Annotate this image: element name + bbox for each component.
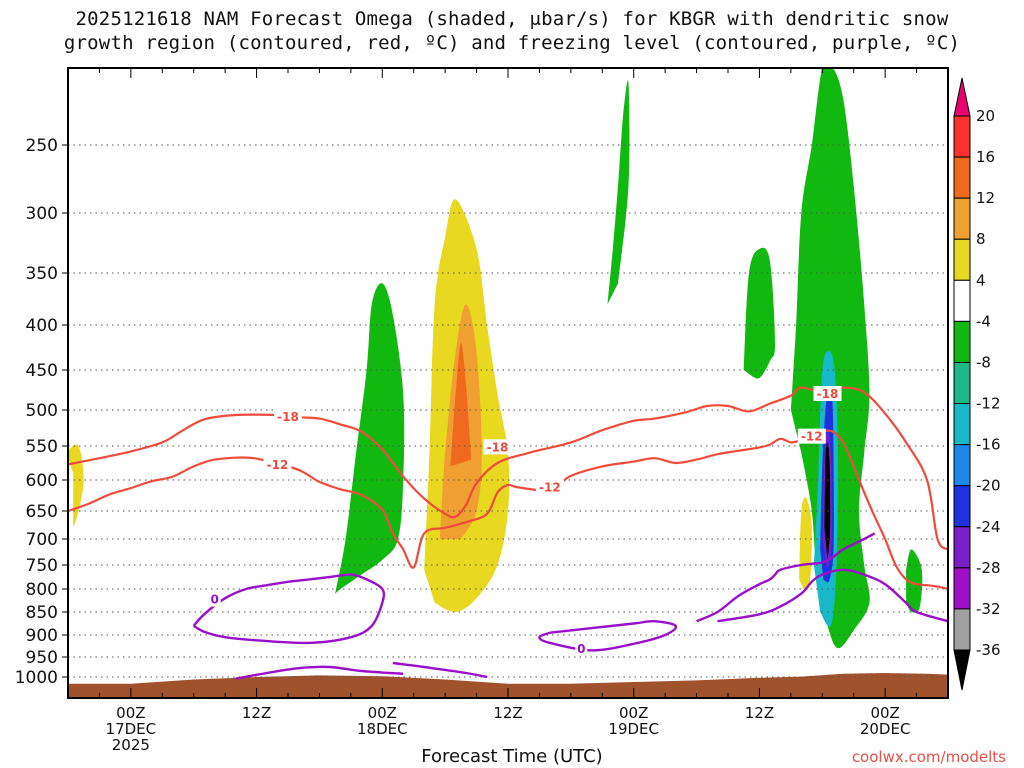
omega-shade-green-20dec bbox=[743, 247, 776, 379]
contour-label-dgz_minus12-1: -12 bbox=[539, 480, 561, 494]
x-tick-label-48-1: 19DEC bbox=[608, 720, 659, 738]
y-tick-label-350: 350 bbox=[26, 264, 58, 284]
omega-shade-yellow-pre bbox=[68, 444, 84, 528]
x-tick-label-72-0: 00Z bbox=[870, 704, 899, 722]
contour-label-bg-dgz_minus12-1 bbox=[535, 479, 564, 495]
colorbar-top-arrow bbox=[953, 77, 971, 117]
y-tick-label-400: 400 bbox=[26, 316, 58, 336]
colorbar-band-4 bbox=[953, 279, 971, 322]
x-tick-label-48-0: 00Z bbox=[619, 704, 648, 722]
colorbar-bottom-arrow bbox=[953, 649, 971, 691]
colorbar-band-2 bbox=[953, 197, 971, 240]
y-axis: 250 300 350 400 450 500 550 600 650 700 750 800 850 9… bbox=[15, 136, 68, 688]
contour-label-frz_0_a-0: 0 bbox=[210, 593, 218, 607]
x-tick-label-72-1: 20DEC bbox=[860, 720, 911, 738]
contour-frz_0_d bbox=[696, 532, 876, 623]
colorbar-label-7: -12 bbox=[976, 395, 1001, 413]
x-tick-label-0-1: 17DEC bbox=[106, 720, 157, 738]
colorbar-label-6: -8 bbox=[976, 353, 991, 371]
colorbar-band-11 bbox=[953, 567, 971, 610]
contour-label-bg-dgz_minus12-2 bbox=[797, 428, 826, 444]
colorbar-band-9 bbox=[953, 485, 971, 528]
x-tick-label-12-0: 12Z bbox=[242, 704, 271, 722]
contour-label-dgz_minus12-2: -12 bbox=[801, 430, 823, 444]
chart-title-line1: 2025121618 NAM Forecast Omega (shaded, μ… bbox=[75, 8, 949, 30]
colorbar-label-12: -32 bbox=[976, 600, 1001, 618]
colorbar-band-3 bbox=[953, 238, 971, 281]
x-tick-label-60-0: 12Z bbox=[745, 704, 774, 722]
colorbar: 20 16 12 8 4 -4 -8 -12 -16 -20 -24 -28 -32 -36 bbox=[953, 77, 1001, 691]
contour-label-bg-dgz_minus18-0 bbox=[274, 409, 302, 425]
y-tick-label-1000: 1000 bbox=[15, 668, 58, 688]
contour-label-bg-frz_0_a-0 bbox=[208, 591, 221, 607]
colorbar-label-3: 8 bbox=[976, 230, 986, 248]
contour-frz_0_a bbox=[192, 573, 386, 645]
x-tick-label-0-0: 00Z bbox=[116, 704, 145, 722]
y-tick-label-300: 300 bbox=[26, 204, 58, 224]
contour-frz_0_b bbox=[538, 619, 678, 652]
contour-frz_0_c bbox=[717, 568, 948, 623]
y-tick-label-450: 450 bbox=[26, 361, 58, 381]
colorbar-band-0 bbox=[953, 115, 971, 158]
y-tick-label-800: 800 bbox=[26, 580, 58, 600]
contour-lines: -18 -18 -18 -12 -12 -12 0 0 bbox=[68, 386, 948, 680]
y-tick-label-650: 650 bbox=[26, 502, 58, 522]
colorbar-label-11: -28 bbox=[976, 559, 1001, 577]
contour-label-frz_0_b-0: 0 bbox=[577, 642, 585, 656]
colorbar-band-12 bbox=[953, 608, 971, 651]
colorbar-label-13: -36 bbox=[976, 641, 1001, 659]
contour-label-bg-dgz_minus12-0 bbox=[263, 457, 292, 473]
x-tick-label-24-1: 18DEC bbox=[357, 720, 408, 738]
colorbar-band-6 bbox=[953, 361, 971, 405]
terrain-fill bbox=[68, 673, 948, 698]
omega-shade-black-20dec bbox=[824, 442, 831, 560]
y-tick-label-950: 950 bbox=[26, 648, 58, 668]
colorbar-label-0: 20 bbox=[976, 107, 995, 125]
x-tick-label-36-0: 12Z bbox=[493, 704, 522, 722]
contour-label-bg-dgz_minus18-2 bbox=[813, 386, 842, 401]
colorbar-label-4: 4 bbox=[976, 271, 986, 289]
colorbar-label-1: 16 bbox=[976, 148, 995, 166]
y-tick-label-750: 750 bbox=[26, 556, 58, 576]
credit-text[interactable]: coolwx.com/modelts bbox=[851, 748, 1006, 766]
colorbar-band-10 bbox=[953, 526, 971, 569]
omega-shade-green-19dec bbox=[607, 80, 630, 305]
y-tick-label-500: 500 bbox=[26, 401, 58, 421]
colorbar-band-7 bbox=[953, 403, 971, 446]
colorbar-band-1 bbox=[953, 156, 971, 199]
contour-dgz_minus12 bbox=[68, 429, 948, 591]
omega-shade-red-18dec bbox=[450, 342, 472, 467]
contour-frz_0_e bbox=[235, 665, 404, 680]
colorbar-label-5: -4 bbox=[976, 312, 991, 330]
y-tick-label-550: 550 bbox=[26, 437, 58, 457]
contour-label-dgz_minus18-0: -18 bbox=[277, 410, 299, 424]
y-tick-label-700: 700 bbox=[26, 530, 58, 550]
y-tick-label-250: 250 bbox=[26, 136, 58, 156]
y-tick-label-900: 900 bbox=[26, 626, 58, 646]
chart-title-line2: growth region (contoured, red, ºC) and f… bbox=[63, 32, 961, 54]
omega-shade-yellow-20dec bbox=[799, 497, 812, 591]
contour-frz_0_f bbox=[392, 661, 488, 679]
y-tick-label-850: 850 bbox=[26, 603, 58, 623]
y-tick-label-600: 600 bbox=[26, 471, 58, 491]
terrain-ground bbox=[68, 673, 948, 698]
x-tick-label-24-0: 00Z bbox=[368, 704, 397, 722]
colorbar-label-8: -16 bbox=[976, 436, 1001, 454]
x-axis-title: Forecast Time (UTC) bbox=[421, 746, 603, 767]
contour-label-bg-dgz_minus18-1 bbox=[483, 439, 512, 455]
colorbar-label-2: 12 bbox=[976, 189, 995, 207]
contour-label-dgz_minus12-0: -12 bbox=[267, 458, 289, 472]
contour-label-dgz_minus18-2: -18 bbox=[817, 387, 839, 401]
x-tick-label-0-2: 2025 bbox=[112, 736, 150, 754]
colorbar-band-5 bbox=[953, 320, 971, 363]
colorbar-band-8 bbox=[953, 444, 971, 487]
colorbar-label-9: -20 bbox=[976, 477, 1001, 495]
contour-label-bg-frz_0_b-0 bbox=[575, 641, 588, 657]
colorbar-label-10: -24 bbox=[976, 518, 1001, 536]
contour-label-dgz_minus18-1: -18 bbox=[487, 440, 509, 454]
